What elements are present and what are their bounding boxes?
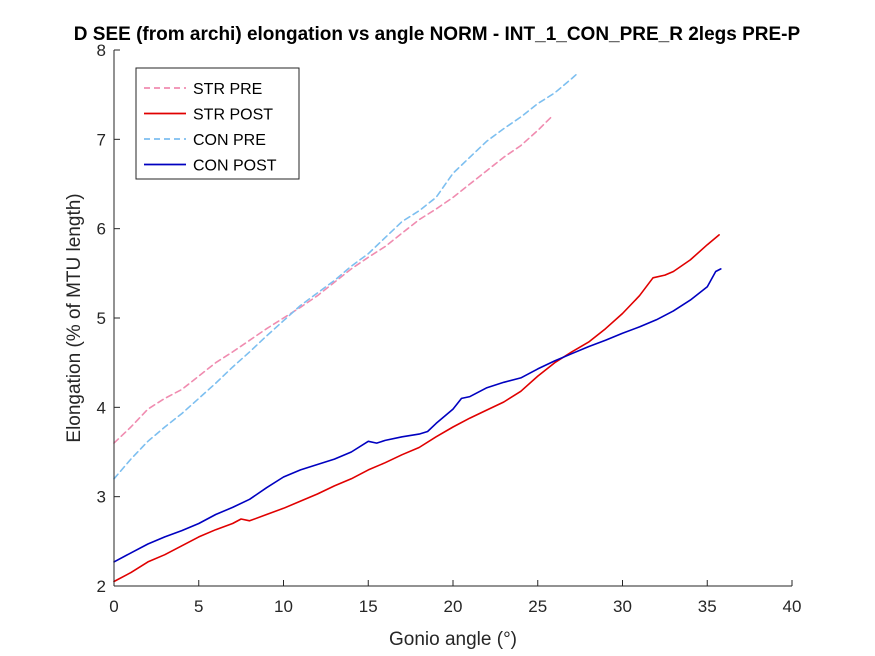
series-line-con-pre [113, 73, 578, 480]
x-tick-label: 35 [698, 597, 717, 616]
series-line-str-post [113, 234, 720, 583]
x-tick-label: 20 [444, 597, 463, 616]
legend-box [135, 67, 300, 180]
x-tick-label: 40 [783, 597, 802, 616]
y-tick-label: 7 [97, 130, 106, 149]
y-ticks: 2 3 4 5 6 7 8 [97, 41, 120, 596]
y-tick-label: 4 [97, 398, 106, 417]
y-tick-label: 6 [97, 220, 106, 239]
series-line-con-post [113, 268, 722, 563]
x-tick-label: 25 [528, 597, 547, 616]
x-tick-label: 5 [194, 597, 203, 616]
y-tick-label: 8 [97, 41, 106, 60]
y-tick-label: 5 [97, 309, 106, 328]
y-tick-label: 3 [97, 488, 106, 507]
legend-label: STR PRE [193, 81, 262, 98]
x-tick-label: 0 [109, 597, 118, 616]
legend-label: CON POST [193, 158, 277, 175]
series-layer [113, 73, 722, 583]
legend-label: STR POST [193, 107, 273, 124]
x-tick-label: 30 [613, 597, 632, 616]
x-tick-label: 10 [274, 597, 293, 616]
series-line-str-pre [113, 116, 553, 444]
y-axis-label: Elongation (% of MTU length) [64, 193, 85, 442]
legend: STR PRE STR POST CON PRE CON POST [135, 67, 300, 180]
legend-label: CON PRE [193, 132, 266, 149]
chart-title: D SEE (from archi) elongation vs angle N… [74, 24, 801, 45]
x-tick-label: 15 [359, 597, 378, 616]
y-tick-label: 2 [97, 577, 106, 596]
x-ticks: 0 5 10 15 20 25 30 35 40 [109, 580, 801, 616]
x-axis-label: Gonio angle (°) [389, 629, 517, 650]
